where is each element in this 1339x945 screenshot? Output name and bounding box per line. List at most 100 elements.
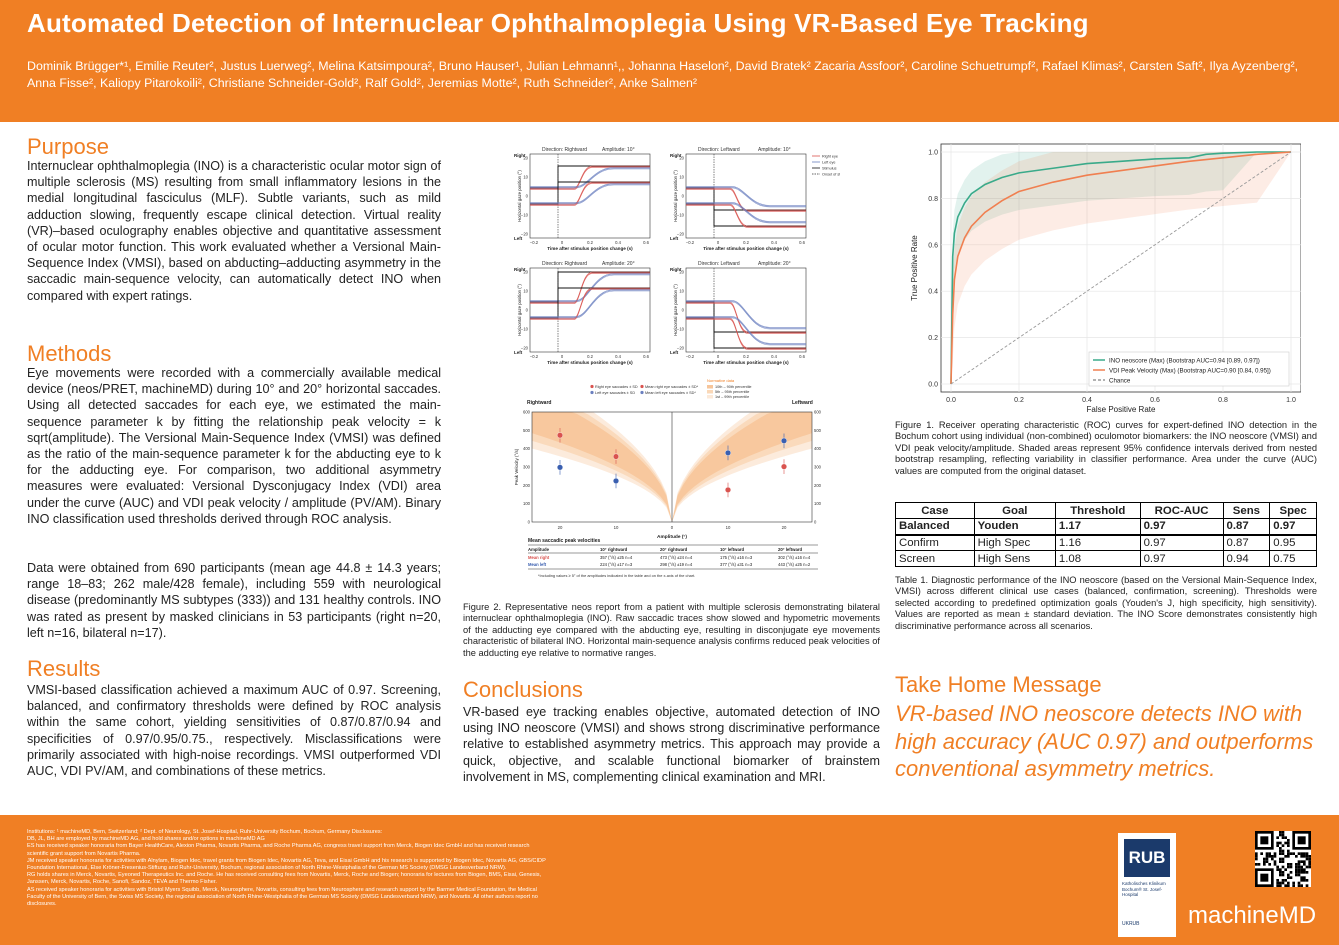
left-eye-trace: [686, 186, 806, 207]
roc-curve: [950, 151, 1291, 385]
qr-module: [1300, 860, 1303, 863]
qr-module: [1268, 863, 1271, 866]
panel-amplitude-label: Amplitude: 20°: [758, 261, 791, 267]
table-1-diagnostic-performance: Case Goal Threshold ROC-AUC Sens Spec Ba…: [895, 502, 1317, 567]
qr-module: [1297, 881, 1301, 885]
ms-y-tick: 100: [523, 501, 531, 506]
affiliation-line: JM received speaker honoraria for activi…: [27, 857, 546, 872]
mean-saccade-marker: [781, 437, 788, 444]
trace-x-tick: 0.6: [799, 240, 805, 245]
qr-module: [1281, 833, 1285, 837]
qr-module: [1281, 857, 1285, 861]
qr-module: [1265, 860, 1269, 863]
qr-module: [1279, 831, 1282, 834]
left-eye-trace: [686, 317, 806, 346]
qr-module: [1287, 839, 1290, 842]
qr-module: [1295, 865, 1298, 869]
qr-module: [1279, 868, 1282, 871]
qr-module: [1284, 855, 1287, 858]
qr-module: [1281, 879, 1285, 882]
qr-module: [1292, 884, 1295, 887]
affiliations-disclosures: Institutions: ¹ machineMD, Bern, Switzer…: [27, 829, 547, 908]
affiliation-line: ES has received speaker honoraria from B…: [27, 843, 530, 857]
qr-module: [1281, 831, 1285, 834]
ms-y-tick: 400: [523, 446, 531, 451]
qr-module: [1287, 884, 1290, 887]
results-text: VMSI-based classification achieved a max…: [27, 683, 441, 779]
table-cell: 302 (°/s) ±16 n=4: [778, 555, 811, 560]
trace-left-label: Left: [670, 350, 679, 355]
qr-module: [1303, 860, 1306, 863]
qr-module: [1276, 884, 1279, 887]
qr-module: [1268, 855, 1271, 858]
poster-header: Automated Detection of Internuclear Opht…: [0, 0, 1339, 122]
y-tick-label: 0.6: [928, 242, 938, 249]
qr-module: [1287, 841, 1290, 845]
x-tick-label: 1.0: [1286, 397, 1296, 404]
trace-left-label: Left: [514, 350, 523, 355]
qr-module: [1284, 879, 1287, 882]
ms-legend-label: Right eye saccades ± SD: [595, 385, 638, 389]
table-row: Confirm High Spec 1.16 0.97 0.87 0.95: [895, 534, 1317, 551]
qr-module: [1287, 844, 1290, 847]
table-cell: Balanced: [895, 518, 975, 536]
left-eye-trace: [686, 203, 806, 224]
methods-data-text: Data were obtained from 690 participants…: [27, 561, 441, 640]
trace-y-label: Horizontal gaze position (°): [673, 170, 678, 222]
trace-x-tick: 0.6: [799, 354, 805, 359]
qr-module: [1305, 879, 1309, 882]
table-cell: 473 (°/s) ±24 n=4: [660, 555, 693, 560]
left-eye-trace: [686, 316, 806, 344]
qr-module: [1300, 876, 1303, 879]
qr-module: [1287, 863, 1290, 866]
trace-x-tick: 0.4: [771, 354, 777, 359]
qr-module: [1273, 863, 1277, 866]
confidence-band: [951, 152, 1291, 384]
figure-2-caption: Figure 2. Representative neos report fro…: [463, 602, 880, 658]
panel-direction-label: Direction: Rightward: [542, 261, 587, 267]
trace-x-tick: −0.2: [686, 354, 695, 359]
ms-y-tick: 600: [523, 410, 531, 415]
trace-legend-label: Left eye: [822, 161, 836, 165]
table-cell: 0.94: [1222, 550, 1271, 567]
qr-module: [1300, 879, 1303, 882]
left-eye-trace: [530, 167, 650, 188]
mean-saccade-marker: [612, 477, 619, 484]
qr-module: [1271, 855, 1274, 858]
qr-module: [1255, 863, 1258, 866]
x-tick-label: 0.6: [1150, 397, 1160, 404]
qr-code-icon[interactable]: [1255, 831, 1311, 887]
qr-module: [1297, 884, 1301, 887]
rub-logo-mark: RUB: [1124, 839, 1170, 877]
qr-module: [1300, 871, 1303, 874]
ms-y-tick: 0: [528, 520, 531, 525]
x-tick-label: 0.0: [946, 397, 956, 404]
qr-module: [1300, 868, 1303, 871]
qr-module: [1273, 852, 1277, 855]
qr-module: [1279, 841, 1282, 845]
y-tick-label: 0.0: [928, 382, 938, 389]
trace-left-label: Left: [670, 236, 679, 241]
ms-x-tick: 20: [782, 525, 787, 530]
purpose-heading: Purpose: [27, 134, 109, 159]
qr-module: [1289, 876, 1293, 879]
table-cell: 0.97: [1269, 518, 1317, 536]
qr-module: [1255, 855, 1258, 858]
qr-module: [1281, 852, 1285, 855]
trace-right-label: Right: [514, 267, 526, 272]
qr-module: [1289, 863, 1293, 866]
ms-y-tick-right: 600: [814, 410, 822, 415]
trace-y-tick: 0: [682, 194, 685, 199]
qr-module: [1297, 863, 1301, 866]
legend-label: Chance: [1109, 377, 1131, 384]
qr-module: [1292, 852, 1295, 855]
trace-y-tick: 10: [679, 289, 684, 294]
trace-y-label: Horizontal gaze position (°): [673, 284, 678, 336]
roc-plot: 0.0 0.2 0.4 0.6 0.8 1.0 0.0 0.2 0.4 0.6 0.8 1.0 Fals…: [910, 143, 1301, 414]
left-eye-trace: [530, 183, 650, 204]
right-eye-trace: [686, 205, 806, 228]
qr-module: [1284, 841, 1287, 845]
table-cell: 0.87: [1222, 518, 1271, 536]
trace-right-label: Right: [670, 267, 682, 272]
qr-module: [1284, 884, 1287, 887]
